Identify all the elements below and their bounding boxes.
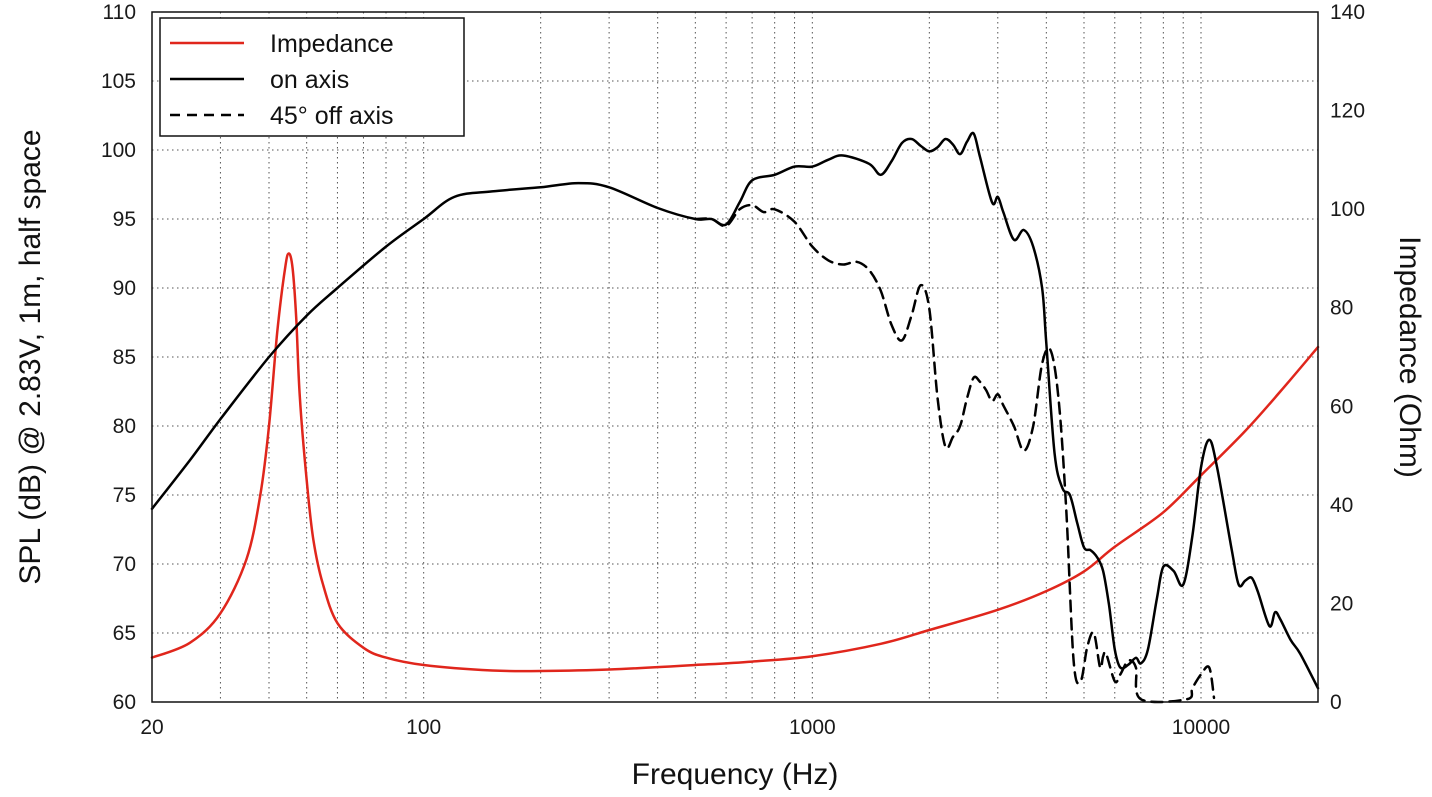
x-tick-label-20: 20 [140,716,163,739]
series-line-45-off-axis [694,203,1216,704]
y-right-tick-label-80: 80 [1330,297,1353,320]
y-left-tick-label-60: 60 [113,691,136,714]
y-left-tick-label-105: 105 [101,70,136,93]
y-left-tick-label-90: 90 [113,277,136,300]
y-right-tick-label-60: 60 [1330,395,1353,418]
legend-label-impedance: Impedance [270,30,394,58]
plot-frame [151,11,1319,703]
y-right-tick-label-100: 100 [1330,198,1365,221]
x-axis-title: Frequency (Hz) [632,758,839,791]
y-right-tick-label-0: 0 [1330,691,1342,714]
y-axis-right-title: Impedance (Ohm) [1393,236,1426,478]
legend-box [159,17,465,137]
y-left-tick-label-95: 95 [113,208,136,231]
legend: Impedance on axis 45° off axis [159,17,465,137]
y-right-tick-label-120: 120 [1330,100,1365,123]
x-tick-label-100: 100 [406,716,441,739]
y-left-tick-label-75: 75 [113,484,136,507]
series-layer [150,131,1320,704]
legend-label-off-axis: 45° off axis [270,102,394,130]
tick-labels: 20 100 1000 10000 60 65 70 75 80 85 90 95 100 105 110 0… [101,1,1365,739]
x-tick-label-10000: 10000 [1172,716,1230,739]
y-right-tick-label-140: 140 [1330,1,1365,24]
y-left-tick-label-100: 100 [101,139,136,162]
y-left-tick-label-80: 80 [113,415,136,438]
x-tick-label-1000: 1000 [789,716,836,739]
y-left-tick-label-110: 110 [103,1,136,24]
y-right-tick-label-20: 20 [1330,592,1353,615]
legend-label-on-axis: on axis [270,66,349,94]
series-line-impedance [150,252,1320,673]
y-left-tick-label-65: 65 [113,622,136,645]
y-axis-left-title: SPL (dB) @ 2.83V, 1m, half space [14,129,47,584]
y-left-tick-label-85: 85 [113,346,136,369]
y-right-tick-label-40: 40 [1330,494,1353,517]
y-left-tick-label-70: 70 [113,553,136,576]
series-line-on-axis [150,131,1320,690]
